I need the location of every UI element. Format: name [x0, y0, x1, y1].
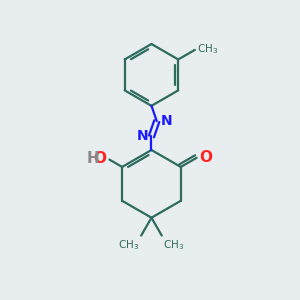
- Text: CH$_3$: CH$_3$: [196, 42, 218, 56]
- Text: O: O: [94, 151, 106, 166]
- Text: CH$_3$: CH$_3$: [163, 238, 184, 252]
- Text: O: O: [200, 150, 213, 165]
- Text: H: H: [87, 151, 100, 166]
- Text: N: N: [160, 114, 172, 128]
- Text: N: N: [136, 130, 148, 143]
- Text: CH$_3$: CH$_3$: [118, 238, 140, 252]
